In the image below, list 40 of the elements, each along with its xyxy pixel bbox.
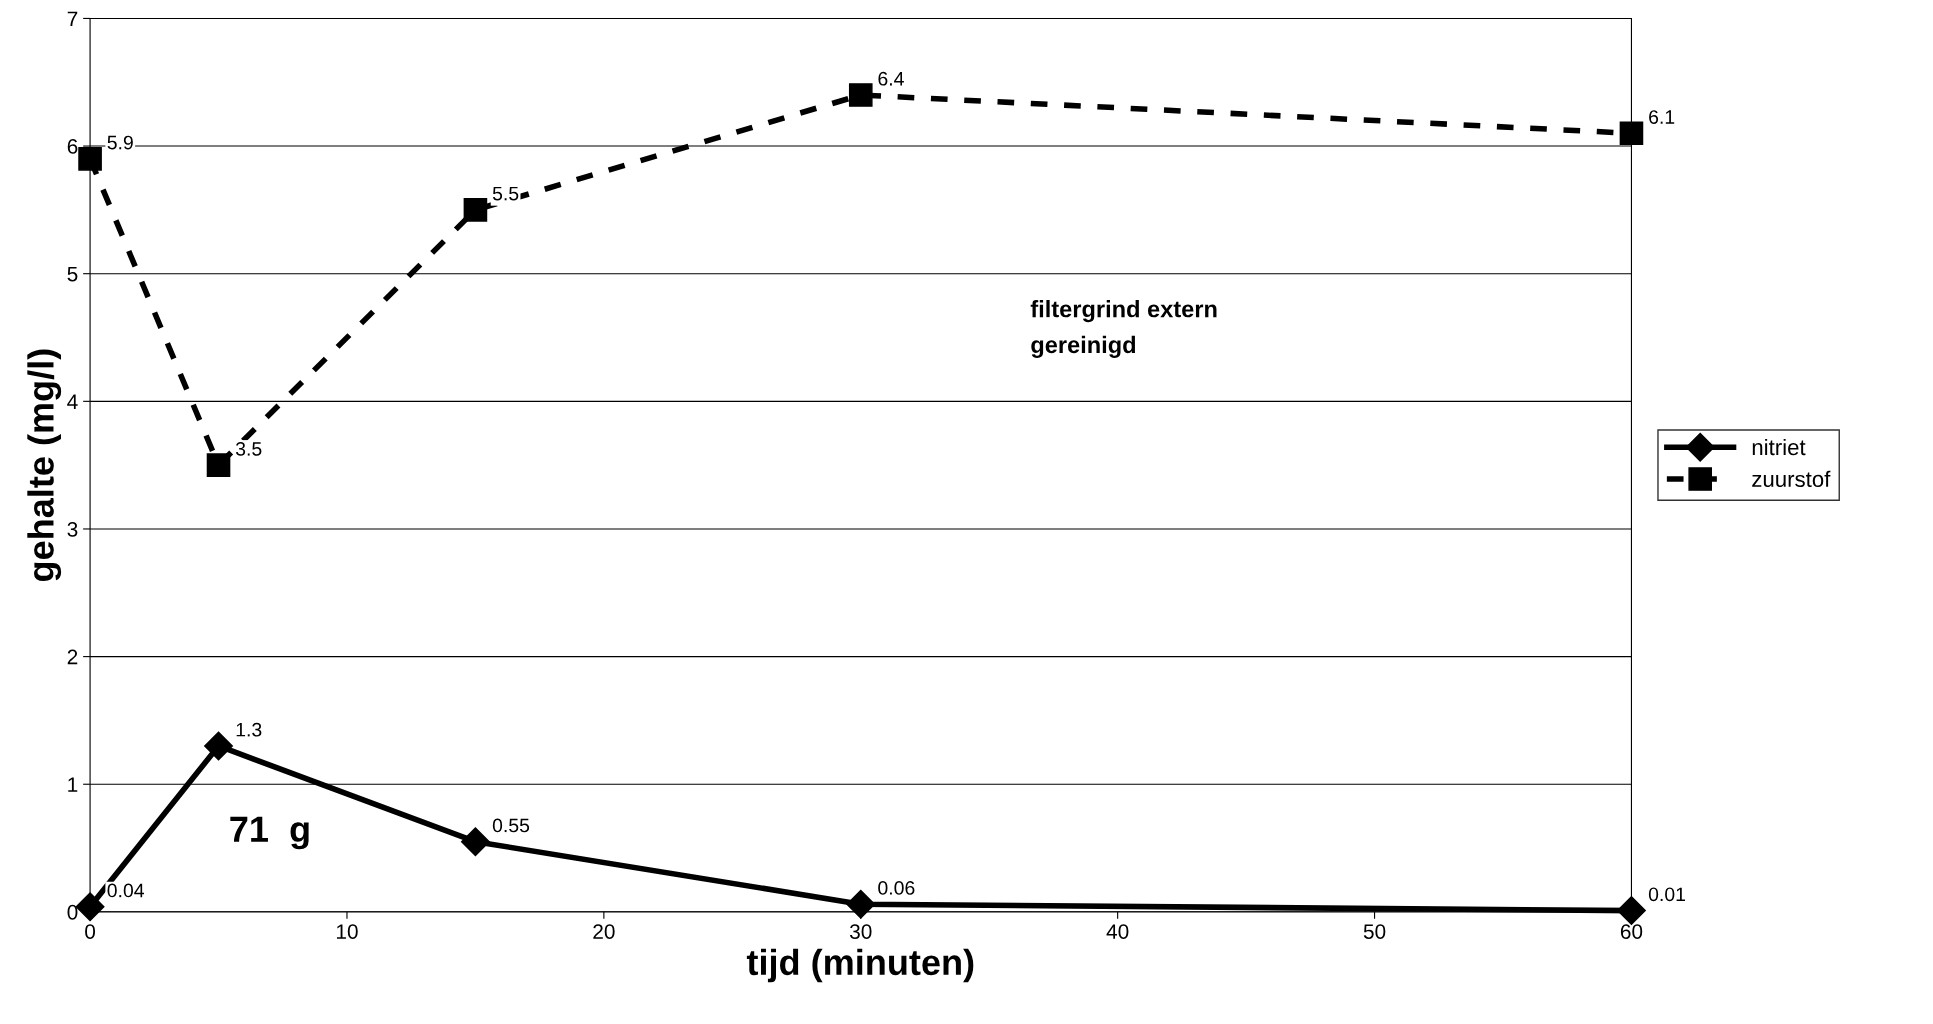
- point: [1617, 896, 1646, 926]
- y-tick-label: 3: [67, 521, 78, 537]
- point: [78, 147, 102, 171]
- data-label: 0.55: [492, 818, 530, 833]
- data-label: 1.3: [236, 722, 262, 737]
- data-label: 0.01: [1648, 887, 1686, 902]
- x-tick-label: 40: [1106, 924, 1129, 939]
- point: [1619, 121, 1644, 146]
- y-tick-label: 0: [67, 904, 78, 920]
- data-label: 0.06: [878, 881, 915, 895]
- legend-label: nitriet: [1752, 438, 1806, 456]
- x-tick-label: 50: [1363, 924, 1386, 939]
- point: [846, 889, 876, 919]
- point: [460, 827, 490, 857]
- point: [206, 453, 231, 477]
- data-label: 6.4: [878, 71, 904, 86]
- x-axis-title: tijd (minuten): [746, 948, 974, 983]
- annotation: 71 g: [230, 816, 309, 850]
- x-tick-label: 30: [849, 924, 872, 939]
- point: [204, 731, 233, 761]
- annotation: filtergrind extern gereinigd: [1030, 300, 1217, 358]
- y-tick-label: 2: [67, 649, 78, 665]
- x-tick-label: 10: [336, 924, 358, 939]
- x-tick-label: 60: [1620, 924, 1643, 939]
- point: [848, 83, 873, 107]
- data-label: 6.1: [1649, 110, 1675, 124]
- data-label: 0.04: [107, 883, 145, 898]
- y-tick-label: 5: [67, 266, 78, 282]
- x-tick-label: 20: [593, 924, 615, 939]
- y-axis-title: gehalte (mg/l): [27, 349, 62, 582]
- y-tick-label: 7: [67, 11, 78, 26]
- legend-label: zuurstof: [1752, 470, 1831, 488]
- y-tick-label: 1: [68, 777, 78, 792]
- x-tick-label: 0: [85, 924, 96, 939]
- point: [463, 198, 488, 222]
- data-label: 3.5: [235, 441, 262, 456]
- y-tick-label: 6: [67, 139, 78, 154]
- data-label: 5.9: [107, 135, 133, 150]
- y-tick-label: 4: [67, 394, 78, 409]
- data-label: 5.5: [492, 186, 519, 201]
